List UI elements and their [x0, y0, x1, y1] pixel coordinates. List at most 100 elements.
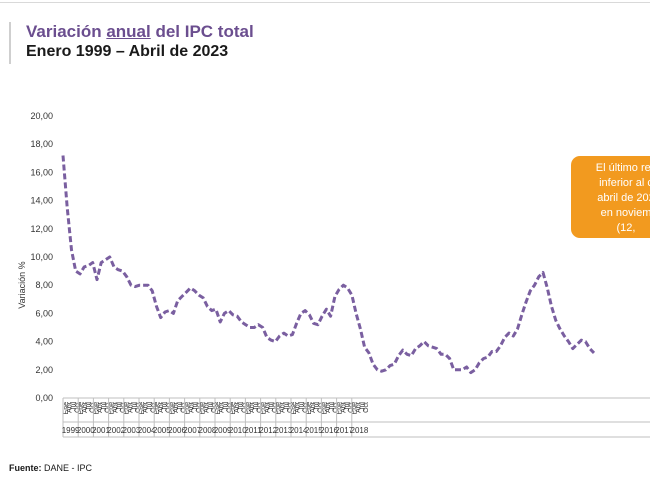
x-quarter-label: Jul	[147, 402, 154, 411]
x-year-label: 2018	[351, 426, 369, 435]
x-quarter-label: Ene	[321, 402, 328, 415]
x-year-label: 2000	[77, 426, 95, 435]
x-quarter-label: Abr	[234, 401, 241, 413]
x-quarter-label: Ene	[276, 402, 283, 415]
x-quarter-label: Ene	[154, 402, 161, 415]
y-tick-label: 4,00	[35, 337, 53, 347]
source-label: Fuente:	[9, 463, 42, 473]
x-quarter-label: Abr	[82, 401, 89, 413]
x-quarter-label: Jul	[329, 402, 336, 411]
x-quarter-label: Jul	[101, 402, 108, 411]
x-year-label: 2003	[123, 426, 141, 435]
y-axis-title: Variación %	[17, 261, 27, 308]
y-tick-label: 20,00	[30, 111, 53, 121]
x-year-label: 2005	[153, 426, 171, 435]
x-quarter-label: Abr	[295, 401, 302, 413]
x-year-label: 2007	[183, 426, 201, 435]
x-quarter-label: Jul	[314, 402, 321, 411]
x-quarter-label: Jul	[116, 402, 123, 411]
x-quarter-label: Jul	[344, 402, 351, 411]
x-quarter-label: Ene	[337, 402, 344, 415]
x-quarter-label: Abr	[67, 401, 74, 413]
x-year-label: 2011	[244, 426, 262, 435]
x-quarter-label: Ene	[215, 402, 222, 415]
x-quarter-label: Ene	[124, 402, 131, 415]
title-underlined-word: anual	[106, 22, 151, 41]
x-quarter-label: Abr	[325, 401, 332, 413]
x-year-label: 2016	[320, 426, 338, 435]
x-quarter-label: Abr	[188, 401, 195, 413]
x-quarter-label: Ene	[63, 402, 70, 415]
x-quarter-label: Abr	[310, 401, 317, 413]
y-tick-label: 10,00	[30, 252, 53, 262]
x-quarter-label: Abr	[158, 401, 165, 413]
x-year-label: 2015	[305, 426, 323, 435]
x-quarter-label: Abr	[264, 401, 271, 413]
x-quarter-label: Jul	[268, 402, 275, 411]
title-accent-bar	[9, 22, 11, 64]
x-quarter-label: Oct	[363, 402, 370, 413]
x-quarter-label: Ene	[169, 402, 176, 415]
x-quarter-label: Ene	[185, 402, 192, 415]
x-quarter-label: Abr	[280, 401, 287, 413]
x-year-label: 2008	[199, 426, 217, 435]
x-year-label: 2014	[290, 426, 308, 435]
x-quarter-label: Ene	[78, 402, 85, 415]
y-tick-label: 12,00	[30, 224, 53, 234]
top-divider	[0, 2, 650, 3]
x-quarter-label: Abr	[97, 401, 104, 413]
x-quarter-label: Jul	[192, 402, 199, 411]
x-quarter-label: Abr	[173, 401, 180, 413]
x-year-label: 2006	[168, 426, 186, 435]
x-quarter-label: Ene	[109, 402, 116, 415]
source-note: Fuente: DANE - IPC	[9, 463, 92, 473]
x-quarter-label: Jul	[207, 402, 214, 411]
y-tick-label: 6,00	[35, 308, 53, 318]
y-tick-label: 18,00	[30, 139, 53, 149]
x-quarter-label: Jul	[299, 402, 306, 411]
x-year-label: 2004	[138, 426, 156, 435]
x-year-label: 2009	[214, 426, 232, 435]
x-quarter-label: Jul	[359, 402, 366, 411]
x-quarter-label: Abr	[249, 401, 256, 413]
x-quarter-label: Jul	[71, 402, 78, 411]
x-quarter-label: Abr	[112, 401, 119, 413]
chart-title: Variación anual del IPC total	[26, 22, 254, 42]
x-quarter-label: Jul	[131, 402, 138, 411]
x-quarter-label: Ene	[352, 402, 359, 415]
x-quarter-label: Jul	[177, 402, 184, 411]
x-quarter-label: Ene	[306, 402, 313, 415]
y-tick-label: 8,00	[35, 280, 53, 290]
x-year-label: 2012	[259, 426, 277, 435]
y-tick-label: 14,00	[30, 196, 53, 206]
title-suffix: del IPC total	[150, 22, 254, 41]
x-quarter-label: Jul	[283, 402, 290, 411]
x-quarter-label: Ene	[139, 402, 146, 415]
x-quarter-label: Abr	[219, 401, 226, 413]
x-year-label: 2013	[275, 426, 293, 435]
x-year-label: 2017	[335, 426, 353, 435]
x-quarter-label: Ene	[200, 402, 207, 415]
x-year-label: 1999	[62, 426, 80, 435]
x-quarter-label: Ene	[261, 402, 268, 415]
x-quarter-label: Abr	[128, 401, 135, 413]
x-quarter-label: Ene	[93, 402, 100, 415]
ipc-series-line	[61, 155, 596, 375]
x-quarter-label: Jul	[86, 402, 93, 411]
y-tick-label: 2,00	[35, 365, 53, 375]
x-quarter-label: Ene	[245, 402, 252, 415]
x-year-label: 2002	[107, 426, 125, 435]
x-quarter-label: Abr	[356, 401, 363, 413]
y-tick-label: 16,00	[30, 167, 53, 177]
x-quarter-label: Jul	[238, 402, 245, 411]
x-quarter-label: Jul	[162, 402, 169, 411]
chart-subtitle: Enero 1999 – Abril de 2023	[26, 43, 229, 60]
x-year-label: 2001	[92, 426, 110, 435]
x-quarter-label: Ene	[230, 402, 237, 415]
x-quarter-label: Abr	[143, 401, 150, 413]
x-quarter-label: Jul	[253, 402, 260, 411]
title-prefix: Variación	[26, 22, 107, 41]
x-quarter-label: Abr	[204, 401, 211, 413]
x-quarter-label: Abr	[340, 401, 347, 413]
